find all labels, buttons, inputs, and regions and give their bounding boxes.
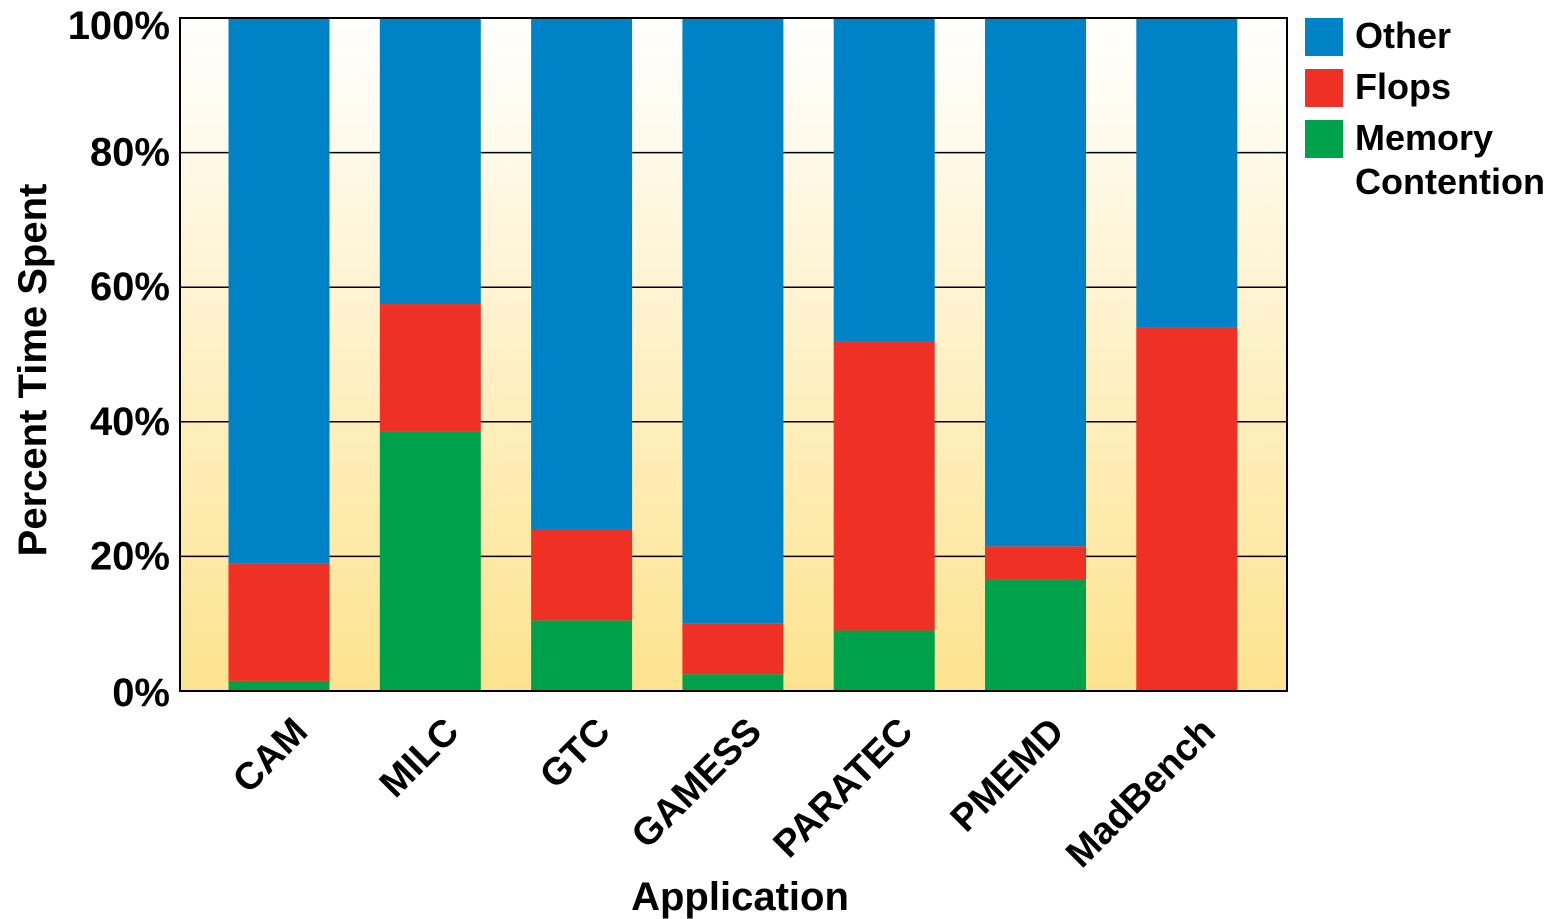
bar-segment (228, 18, 330, 564)
x-axis-title: Application (631, 875, 849, 919)
plot-frame (179, 17, 1288, 692)
bar-segment (379, 304, 481, 432)
bar-segment (833, 630, 935, 691)
legend-label: Other (1355, 15, 1451, 56)
bar-segment (985, 546, 1086, 580)
x-tick-label: GAMESS (624, 710, 770, 856)
bar-segment (985, 18, 1086, 547)
x-tick-label: CAM (225, 710, 316, 801)
bar-segment (985, 579, 1086, 691)
y-tick-label: 0% (112, 671, 170, 715)
bar-segment (531, 620, 633, 691)
y-tick-label: 20% (90, 534, 170, 578)
y-tick-labels: 0% 20% 40% 60% 80% 100% (68, 4, 170, 715)
bar-segment (1136, 18, 1238, 328)
bar-segment (531, 18, 633, 530)
legend-label: Memory (1355, 117, 1493, 158)
bar-segment (682, 674, 784, 691)
bar-segment (531, 529, 633, 621)
x-tick-label: MILC (372, 710, 467, 805)
bar-segment (1136, 327, 1238, 691)
bars (228, 18, 1238, 691)
y-tick-label: 80% (90, 131, 170, 175)
bar-segment (682, 623, 784, 675)
y-axis-title: Percent Time Spent (11, 184, 55, 557)
bar-segment (833, 341, 935, 631)
legend-label: Flops (1355, 66, 1451, 107)
legend-swatch (1305, 69, 1343, 107)
legend-swatch (1305, 120, 1343, 158)
x-tick-label: PARATEC (766, 710, 922, 866)
x-tick-label: GTC (532, 710, 618, 796)
legend-label: Contention (1355, 161, 1545, 202)
bar-segment (228, 563, 330, 681)
legend-swatch (1305, 18, 1343, 56)
y-tick-label: 60% (90, 265, 170, 309)
y-tick-label: 100% (68, 4, 170, 48)
bar-segment (833, 18, 935, 342)
bar-segment (379, 431, 481, 691)
x-tick-label: MadBench (1058, 710, 1224, 876)
bar-segment (228, 680, 330, 691)
x-tick-label: PMEMD (943, 710, 1073, 840)
y-tick-label: 40% (90, 400, 170, 444)
bar-segment (379, 18, 481, 305)
bar-segment (682, 18, 784, 624)
